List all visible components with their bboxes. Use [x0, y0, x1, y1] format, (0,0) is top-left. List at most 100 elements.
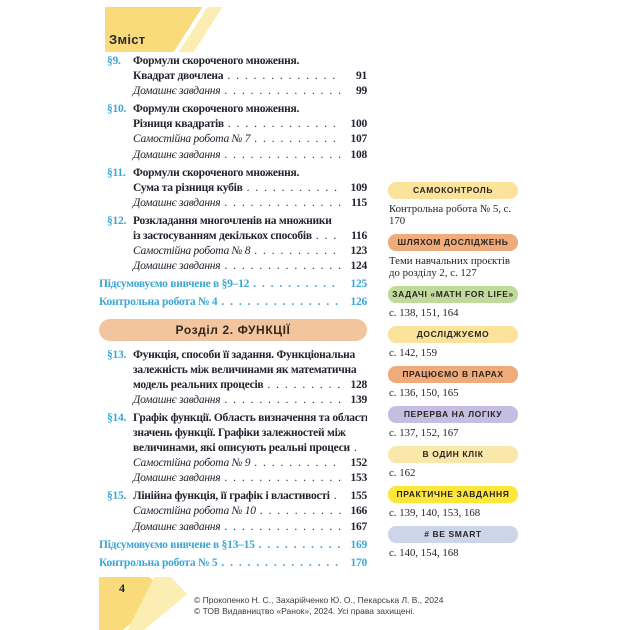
toc-row[interactable]: модель реальних процесів 128 [99, 379, 367, 394]
toc-page-ref: 100 [350, 118, 368, 131]
toc-page-ref: 170 [350, 556, 368, 569]
toc-row[interactable]: Домашнє завдання 115 [99, 197, 367, 212]
toc-entry-text: Квадрат двочлена [133, 70, 224, 83]
toc-page-ref: 126 [350, 296, 368, 309]
dot-leader [249, 278, 341, 290]
toc-row-section-14[interactable]: §14. Графік функції. Область визначення т… [99, 412, 367, 427]
toc-entry-text: Самостійна робота № 7 [133, 133, 251, 146]
toc-row-summary-9-12[interactable]: Підсумовуємо вивчене в §9–12 125 [99, 278, 367, 293]
rubric-item: ПРАЦЮЄМО В ПАРАХ с. 136, 150, 165 [388, 366, 518, 399]
toc-entry-text: Домашнє завдання [133, 148, 221, 161]
header-decoration: Зміст [105, 7, 230, 52]
dot-leader [312, 230, 341, 242]
toc-entry-text: Різниця квадратів [133, 118, 224, 131]
rubric-badge-v-odyn-klik: В ОДИН КЛІК [388, 446, 518, 463]
toc-row-section-11[interactable]: §11. Формули скороченого множення. [99, 167, 367, 182]
toc-row[interactable]: Сума та різниця кубів 109 [99, 182, 367, 197]
footer-decoration: 4 [99, 577, 191, 630]
toc-page-ref: 141 [358, 442, 367, 454]
toc-entry-text: Домашнє завдання [133, 393, 221, 406]
section-number: §11. [107, 166, 126, 179]
toc-row[interactable]: Самостійна робота № 10 166 [99, 505, 367, 520]
toc-entry-text: залежність між величинами як математична [133, 363, 357, 376]
toc-row[interactable]: величинами, які описують реальні процеси… [99, 442, 367, 457]
section-number: §12. [107, 214, 127, 227]
toc-row[interactable]: Самостійна робота № 9 152 [99, 457, 367, 472]
rubric-pages: Контрольна робота № 5, с. 170 [389, 203, 512, 227]
section-number: §15. [107, 490, 127, 503]
dot-leader [220, 394, 341, 406]
toc-page-ref: 125 [350, 278, 368, 291]
toc-row[interactable]: Різниця квадратів 100 [99, 118, 367, 133]
toc-row[interactable]: значень функції. Графіки залежностей між [99, 427, 367, 442]
toc-row-summary-13-15[interactable]: Підсумовуємо вивчене в §13–15 169 [99, 539, 367, 554]
toc-page-ref: 167 [350, 520, 368, 533]
toc-entry-text: Самостійна робота № 10 [133, 505, 256, 518]
toc-entry-text: Контрольна робота № 4 [99, 296, 218, 309]
dot-leader [250, 457, 341, 469]
dot-leader [220, 149, 341, 161]
rubric-badge-shliakhom-doslidzhen: ШЛЯХОМ ДОСЛІДЖЕНЬ [388, 234, 518, 251]
dot-leader [263, 379, 341, 391]
toc-row-section-10[interactable]: §10. Формули скороченого множення. [99, 103, 367, 118]
toc-row-section-15[interactable]: §15. Лінійна функція, її графік і властив… [99, 490, 367, 505]
rubric-sidebar: САМОКОНТРОЛЬ Контрольна робота № 5, с. 1… [388, 182, 518, 566]
toc-row[interactable]: Домашнє завдання 99 [99, 85, 367, 100]
dot-leader [250, 133, 341, 145]
toc-row[interactable]: Домашнє завдання 108 [99, 149, 367, 164]
dot-leader [256, 505, 341, 517]
toc-row-section-12[interactable]: §12. Розкладання многочленів на множники [99, 215, 367, 230]
toc-row[interactable]: Квадрат двочлена 91 [99, 70, 367, 85]
dot-leader [350, 442, 358, 454]
toc-row[interactable]: Самостійна робота № 8 123 [99, 245, 367, 260]
toc-entry-text: Сума та різниця кубів [133, 181, 243, 194]
toc-page-ref: 109 [350, 181, 368, 194]
rubric-badge-pratsiuiemo-v-parakh: ПРАЦЮЄМО В ПАРАХ [388, 366, 518, 383]
toc-row[interactable]: Домашнє завдання 124 [99, 260, 367, 275]
toc-row-control-work-4[interactable]: Контрольна робота № 4 126 [99, 296, 367, 311]
toc-entry-text: із застосуванням декількох способів [133, 230, 312, 243]
page-title: Зміст [109, 32, 146, 47]
toc-entry-text: Розкладання многочленів на множники [133, 214, 332, 227]
copyright-line: © ТОВ Видавництво «Ранок», 2024. Усі пра… [194, 606, 415, 616]
copyright-line: © Прокопенко Н. С., Захарійченко Ю. О., … [194, 595, 444, 605]
dot-leader [255, 539, 341, 551]
toc-entry-text: Підсумовуємо вивчене в §9–12 [99, 278, 250, 291]
toc-entry-text: Домашнє завдання [133, 196, 221, 209]
toc-row[interactable]: Домашнє завдання 167 [99, 521, 367, 536]
rubric-pages: с. 142, 159 [389, 347, 437, 359]
table-of-contents: §9. Формули скороченого множення. Квадрат… [99, 55, 367, 572]
toc-entry-text: Формули скороченого множення. [133, 55, 300, 67]
rubric-item: ПРАКТИЧНЕ ЗАВДАННЯ с. 139, 140, 153, 168 [388, 486, 518, 519]
toc-row[interactable]: із застосуванням декількох способів 116 [99, 230, 367, 245]
toc-entry-text: Формули скороченого множення. [133, 103, 300, 116]
section-number: §9. [107, 55, 121, 67]
rubric-item: ДОСЛІДЖУЄМО с. 142, 159 [388, 326, 518, 359]
toc-row[interactable]: Домашнє завдання 139 [99, 394, 367, 409]
dot-leader [217, 557, 341, 569]
page-number: 4 [119, 581, 125, 595]
dot-leader [223, 70, 341, 82]
toc-row-control-work-5[interactable]: Контрольна робота № 5 170 [99, 557, 367, 572]
toc-entry-text: Домашнє завдання [133, 85, 221, 98]
toc-row-section-13[interactable]: §13. Функція, способи її задання. Функціо… [99, 349, 367, 364]
toc-row[interactable]: Домашнє завдання 153 [99, 472, 367, 487]
toc-entry-text: Функція, способи її задання. Функціональ… [133, 348, 356, 361]
toc-entry-text: Лінійна функція, її графік і властивості [133, 490, 330, 503]
dot-leader [243, 182, 341, 194]
toc-entry-text: Домашнє завдання [133, 472, 221, 485]
rubric-item: ЗАДАЧІ «MATH FOR LIFE» с. 138, 151, 164 [388, 286, 518, 319]
rubric-pages: с. 162 [389, 467, 416, 479]
toc-row[interactable]: залежність між величинами як математична [99, 364, 367, 379]
toc-page-ref: 115 [351, 196, 367, 209]
toc-row[interactable]: Самостійна робота № 7 107 [99, 133, 367, 148]
toc-entry-text: Підсумовуємо вивчене в §13–15 [99, 538, 255, 551]
toc-row-section-9[interactable]: §9. Формули скороченого множення. [99, 55, 367, 70]
section-number: §10. [107, 103, 127, 116]
dot-leader [220, 260, 341, 272]
toc-page-ref: 155 [350, 490, 368, 503]
toc-entry-text: модель реальних процесів [133, 378, 264, 391]
rubric-item: ПЕРЕРВА НА ЛОГІКУ с. 137, 152, 167 [388, 406, 518, 439]
dot-leader [220, 472, 341, 484]
